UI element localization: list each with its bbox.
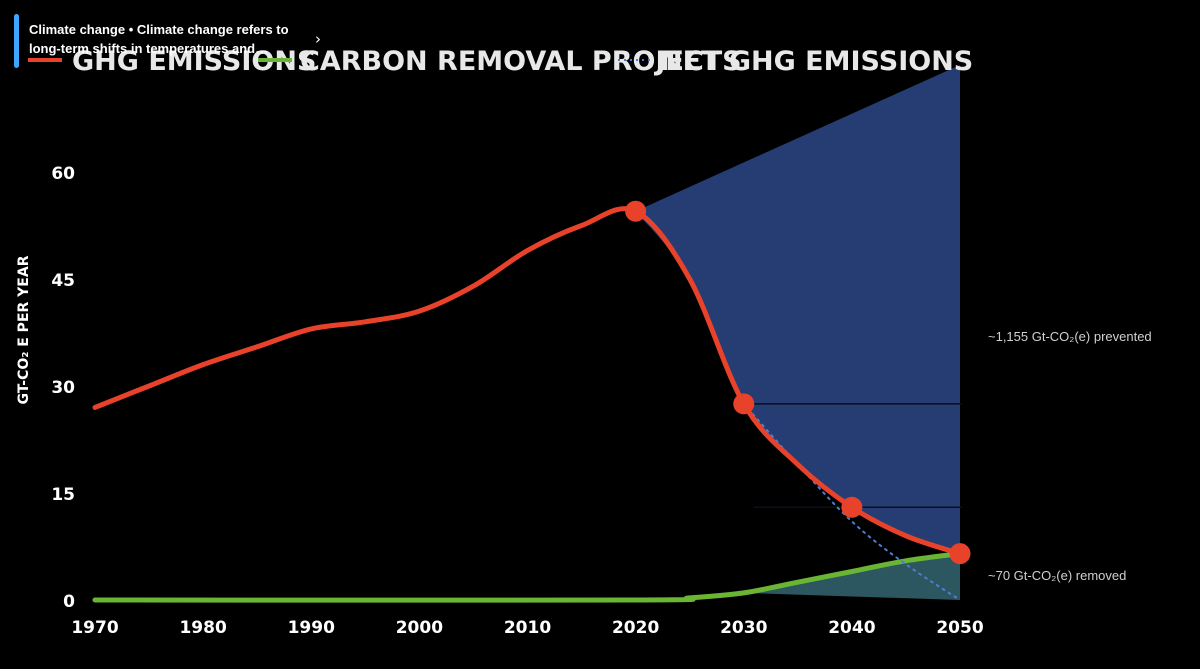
removed-emissions-area xyxy=(743,553,960,600)
x-tick-2000: 2000 xyxy=(396,618,443,638)
carbon-removal-line xyxy=(92,551,963,603)
x-tick-2050: 2050 xyxy=(936,618,983,638)
ghg-marker-2020 xyxy=(625,200,647,222)
legend: GHG EMISSIONS CARBON REMOVAL PROJECTS NE… xyxy=(28,46,973,77)
y-tick-30: 30 xyxy=(51,378,75,398)
x-tick-2030: 2030 xyxy=(720,618,767,638)
ghg-marker-2050 xyxy=(949,543,971,565)
y-tick-45: 45 xyxy=(51,271,75,291)
ghg-marker-2030 xyxy=(733,393,755,415)
ghg-marker-2040 xyxy=(841,496,863,518)
y-tick-0: 0 xyxy=(63,592,75,612)
net-ghg-emissions-line xyxy=(742,402,961,601)
y-tick-15: 15 xyxy=(51,485,75,505)
prevented-emissions-area xyxy=(635,65,960,554)
x-tick-1980: 1980 xyxy=(179,618,226,638)
annotation-1: ~70 Gt-CO₂(e) removed xyxy=(988,568,1126,583)
x-tick-2040: 2040 xyxy=(828,618,875,638)
legend-removal-label: CARBON REMOVAL PROJECTS xyxy=(300,46,742,77)
info-card-text: Climate change • Climate change refers t… xyxy=(29,22,289,56)
chevron-right-icon[interactable]: › xyxy=(315,30,321,48)
info-card-accent xyxy=(14,14,19,68)
annotation-0: ~1,155 Gt-CO₂(e) prevented xyxy=(988,329,1152,344)
x-tick-2010: 2010 xyxy=(504,618,551,638)
info-card[interactable]: Climate change • Climate change refers t… xyxy=(14,14,326,68)
x-tick-2020: 2020 xyxy=(612,618,659,638)
legend-net-label: NET GHG EMISSIONS xyxy=(660,46,973,77)
ghg-emissions-line xyxy=(92,206,963,557)
y-axis-label: GT-CO₂ E PER YEAR xyxy=(16,255,32,404)
y-tick-60: 60 xyxy=(51,164,75,184)
x-tick-1970: 1970 xyxy=(71,618,118,638)
x-tick-1990: 1990 xyxy=(288,618,335,638)
